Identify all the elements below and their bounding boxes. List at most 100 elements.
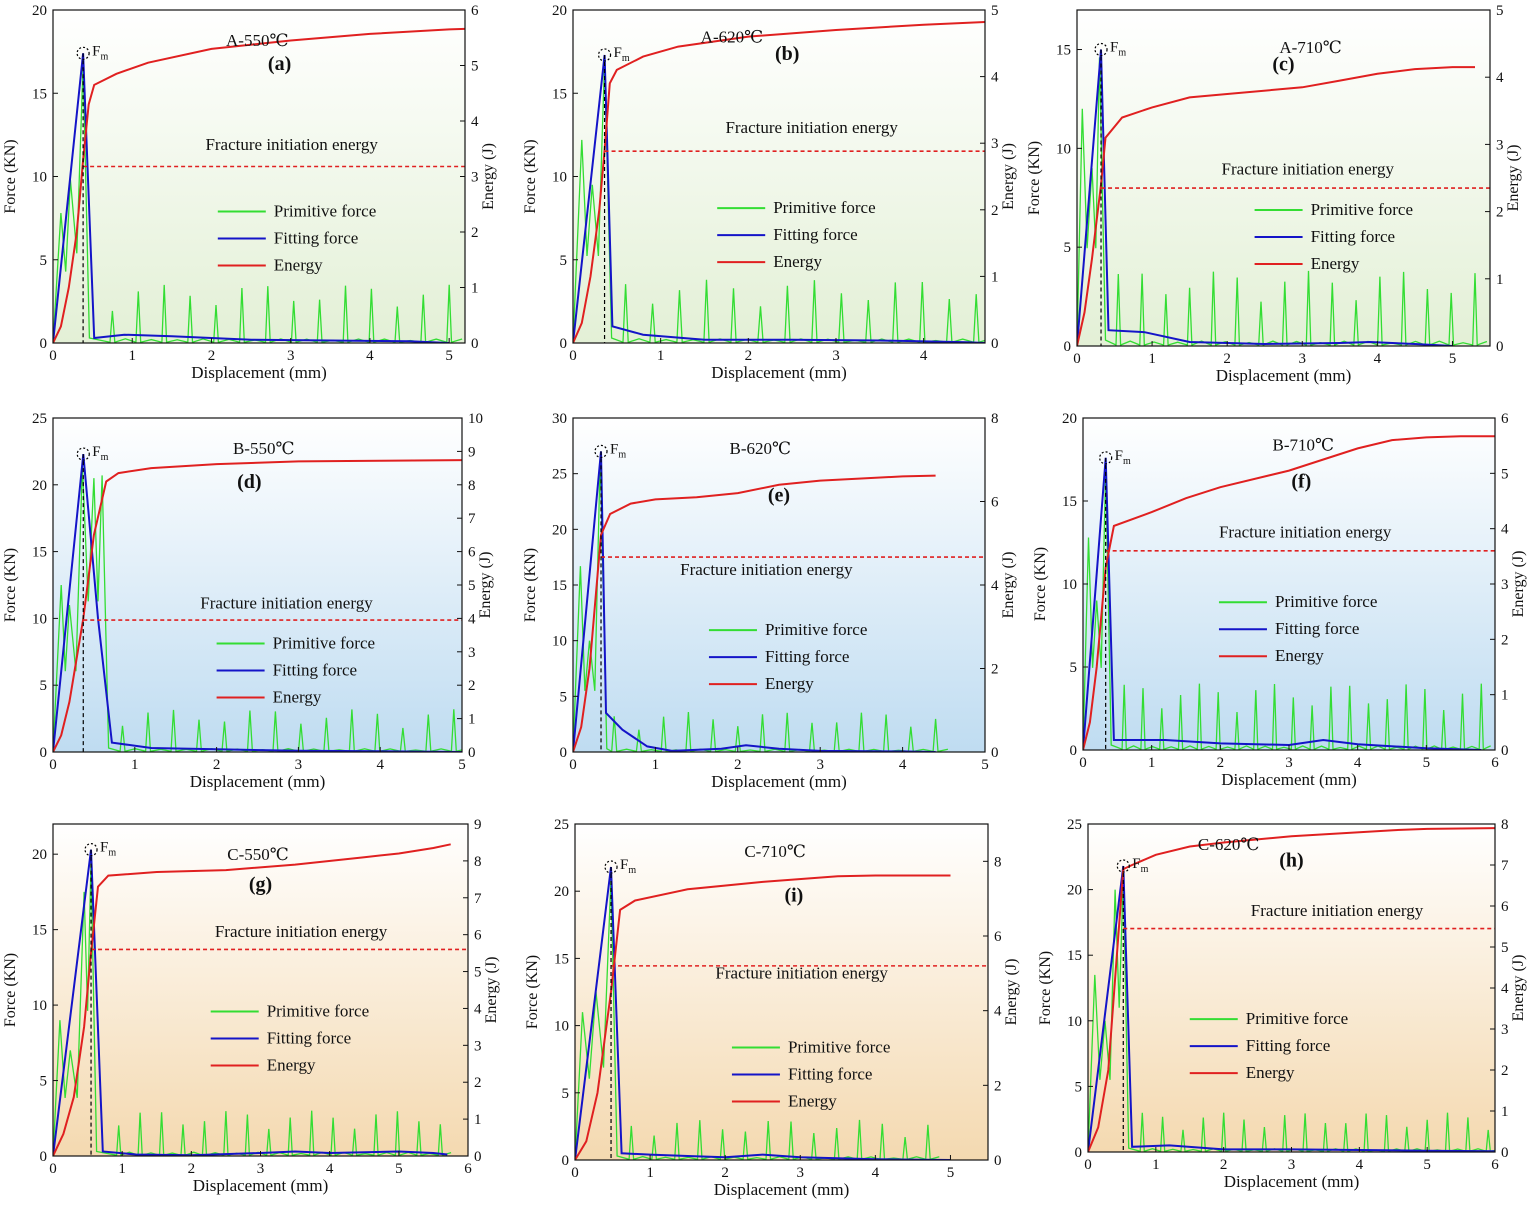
- fracture-initiation-energy-label: Fracture initiation energy: [715, 964, 888, 983]
- x-tick-label: 4: [376, 757, 384, 773]
- y-right-tick-label: 0: [474, 1149, 482, 1165]
- y-right-tick-label: 8: [994, 854, 1002, 870]
- x-tick-label: 3: [816, 757, 824, 773]
- x-tick-label: 4: [899, 757, 907, 773]
- x-tick-label: 2: [745, 348, 753, 364]
- y-right-tick-label: 4: [1501, 981, 1509, 997]
- y-right-tick-label: 2: [1501, 1063, 1509, 1079]
- y-right-tick-label: 2: [471, 225, 479, 241]
- legend-label: Fitting force: [788, 1064, 873, 1083]
- y-right-tick-label: 0: [1501, 743, 1509, 759]
- y-right-tick-label: 2: [1501, 632, 1509, 648]
- plot-area: [1083, 435, 1495, 750]
- legend-label: Fitting force: [274, 228, 359, 247]
- y-left-tick-label: 15: [1062, 494, 1077, 510]
- fm-label-subscript: m: [618, 449, 626, 460]
- legend-label: Fitting force: [765, 647, 850, 666]
- y-right-tick-label: 0: [1501, 1145, 1509, 1161]
- y-left-tick-label: 20: [32, 3, 47, 19]
- panel-label: (h): [1279, 850, 1303, 872]
- y-left-tick-label: 0: [560, 336, 568, 352]
- y-left-tick-label: 0: [40, 1149, 48, 1165]
- fitting-force-line: [53, 53, 450, 343]
- y-right-tick-label: 0: [991, 336, 999, 352]
- y-right-tick-label: 5: [991, 3, 999, 19]
- y-left-tick-label: 5: [1064, 240, 1072, 256]
- fm-label-subscript: m: [100, 51, 108, 62]
- y-left-axis-label: Force (KN): [2, 953, 19, 1027]
- y-left-tick-label: 10: [32, 998, 47, 1014]
- y-left-tick-label: 10: [552, 634, 567, 650]
- x-tick-label: 3: [1299, 351, 1307, 367]
- y-right-tick-label: 5: [1501, 940, 1509, 956]
- y-right-tick-label: 5: [468, 578, 476, 594]
- y-left-tick-label: 15: [32, 545, 47, 561]
- x-tick-label: 5: [1423, 755, 1431, 771]
- chart-title: C-620℃: [1198, 835, 1260, 854]
- chart-title: A-550℃: [226, 31, 288, 50]
- chart-title: B-550℃: [233, 439, 295, 458]
- chart-title: A-710℃: [1279, 38, 1341, 57]
- fm-label-subscript: m: [1141, 864, 1149, 875]
- y-right-tick-label: 7: [474, 891, 482, 907]
- legend-label: Energy: [267, 1056, 316, 1075]
- y-right-tick-label: 2: [991, 203, 999, 219]
- x-tick-label: 5: [395, 1161, 403, 1177]
- x-tick-label: 0: [1073, 351, 1081, 367]
- x-tick-label: 2: [188, 1161, 196, 1177]
- panel-label: (b): [775, 43, 799, 65]
- fitting-force-line: [573, 54, 985, 343]
- y-right-tick-label: 2: [474, 1075, 482, 1091]
- chart-title: C-550℃: [227, 845, 289, 864]
- y-right-tick-label: 0: [1496, 339, 1504, 355]
- y-left-tick-label: 5: [562, 1086, 570, 1102]
- y-left-tick-label: 20: [1067, 883, 1082, 899]
- y-right-tick-label: 4: [474, 1001, 482, 1017]
- fm-marker-circle: [76, 46, 90, 60]
- x-tick-label: 3: [1288, 1157, 1296, 1173]
- panel-label: (c): [1272, 53, 1294, 75]
- y-left-axis-label: Force (KN): [1032, 547, 1049, 621]
- y-right-tick-label: 5: [471, 59, 479, 75]
- y-right-tick-label: 6: [471, 3, 479, 19]
- y-left-tick-label: 30: [552, 411, 567, 427]
- y-right-tick-label: 7: [468, 511, 476, 527]
- y-right-tick-label: 6: [994, 929, 1002, 945]
- x-tick-label: 6: [1491, 755, 1499, 771]
- y-right-tick-label: 10: [468, 411, 483, 427]
- y-right-axis-label: Energy (J): [1000, 143, 1017, 210]
- legend-label: Fitting force: [273, 660, 358, 679]
- legend-label: Energy: [1246, 1063, 1295, 1082]
- x-axis-label: Displacement (mm): [1224, 1172, 1360, 1191]
- y-left-tick-label: 0: [1064, 339, 1072, 355]
- x-tick-label: 0: [1079, 755, 1087, 771]
- y-right-tick-label: 4: [991, 578, 999, 594]
- fm-marker-circle: [1094, 42, 1108, 57]
- y-left-axis-label: Force (KN): [522, 548, 539, 622]
- x-tick-label: 4: [1354, 755, 1362, 771]
- y-right-tick-label: 1: [1501, 688, 1509, 704]
- y-right-tick-label: 9: [474, 817, 482, 833]
- primitive-force-line: [573, 59, 985, 343]
- x-tick-label: 2: [1217, 755, 1225, 771]
- legend-label: Energy: [773, 252, 822, 271]
- y-left-tick-label: 20: [552, 3, 567, 19]
- fitting-force-line: [53, 453, 462, 752]
- panel-label: (f): [1291, 471, 1311, 493]
- y-right-axis-label: Energy (J): [483, 957, 500, 1024]
- y-right-tick-label: 1: [471, 281, 479, 297]
- chart-panel-h: Fm0 1 2 3 4 5 60510152025012345678Displacement…: [1037, 817, 1527, 1191]
- x-tick-label: 2: [213, 757, 221, 773]
- energy-line: [53, 459, 462, 752]
- energy-line: [1083, 435, 1495, 750]
- fm-label-subscript: m: [628, 865, 636, 876]
- panel-label: (a): [268, 53, 291, 75]
- y-left-tick-label: 0: [40, 336, 48, 352]
- legend-label: Energy: [1311, 254, 1360, 273]
- x-tick-label: 5: [981, 757, 989, 773]
- y-left-tick-label: 10: [32, 611, 47, 627]
- fm-label-subscript: m: [101, 452, 109, 463]
- plot-area: [53, 27, 465, 343]
